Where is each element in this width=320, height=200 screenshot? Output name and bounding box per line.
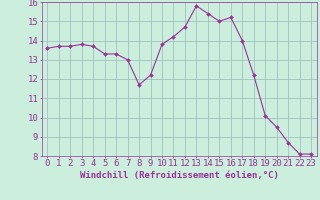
X-axis label: Windchill (Refroidissement éolien,°C): Windchill (Refroidissement éolien,°C) xyxy=(80,171,279,180)
